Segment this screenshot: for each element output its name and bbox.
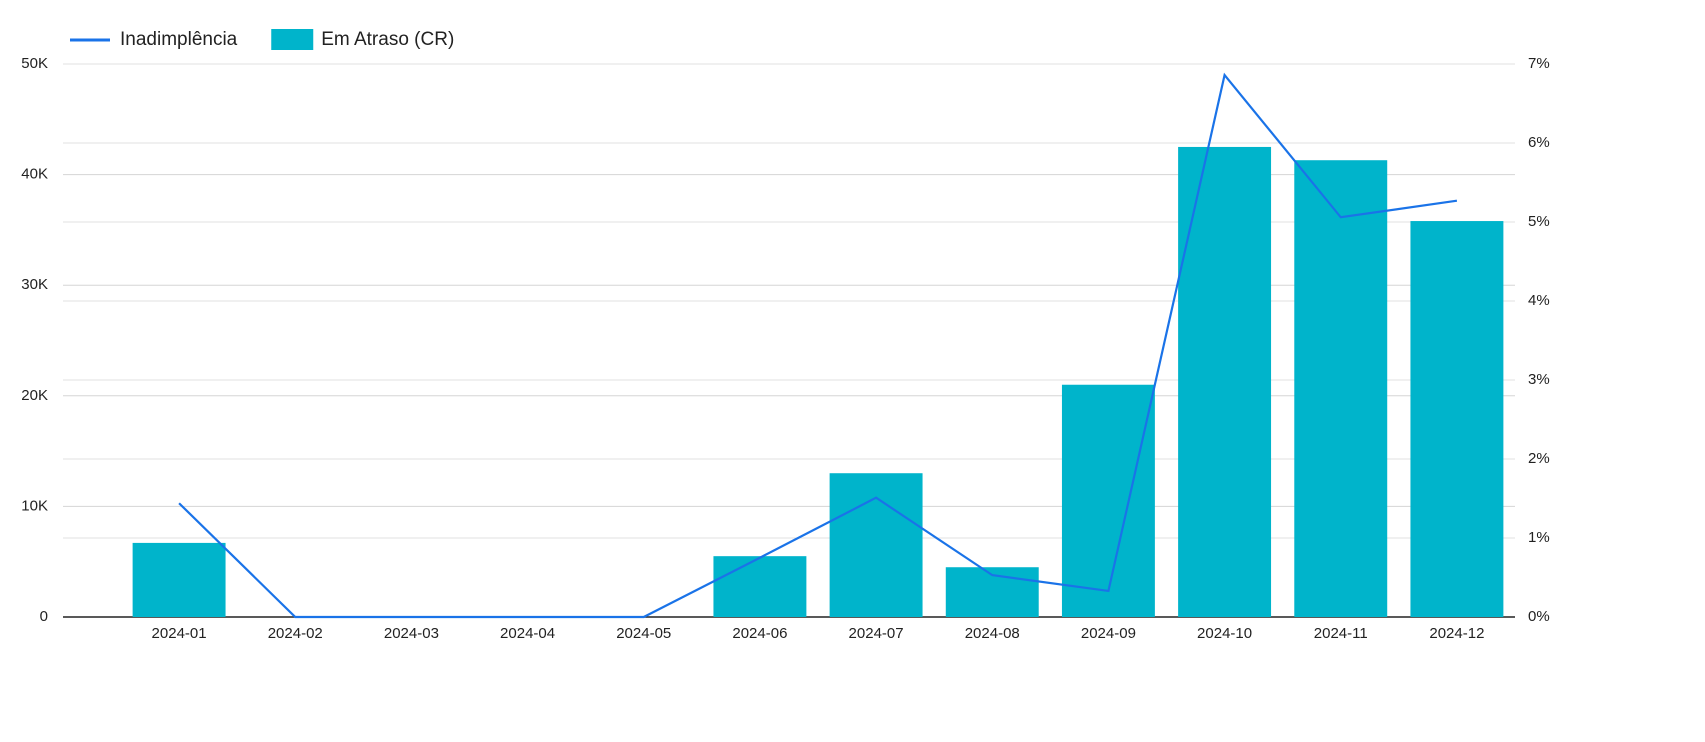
line [178,72,1458,619]
y2-tick-label: 6% [1528,134,1550,151]
bar [829,473,923,617]
y2-tick-label: 1% [1528,529,1550,546]
y2-tick-label: 0% [1528,608,1550,625]
bar [132,542,226,617]
x-tick-label: 2024-01 [152,625,207,642]
x-tick-label: 2024-11 [1314,625,1368,642]
bar [1410,221,1504,617]
y2-tick-label: 7% [1528,55,1550,72]
bar [713,556,807,617]
x-tick-label: 2024-12 [1429,625,1484,642]
y-tick-label: 50K [21,55,48,72]
x-tick-label: 2024-04 [500,625,555,642]
legend-label: Em Atraso (CR) [321,29,454,50]
legend-label: Inadimplência [120,29,238,50]
bar [1178,146,1272,617]
x-tick-label: 2024-03 [384,625,439,642]
y-tick-label: 30K [21,276,48,293]
y-tick-label: 20K [21,387,48,404]
bar [1061,384,1155,617]
x-tick-label: 2024-09 [1081,625,1136,642]
x-tick-label: 2024-08 [965,625,1020,642]
y2-tick-label: 2% [1528,450,1550,467]
bar [1294,160,1388,618]
x-tick-label: 2024-05 [616,625,671,642]
y2-tick-label: 3% [1528,371,1550,388]
x-tick-label: 2024-10 [1197,625,1252,642]
y-tick-label: 10K [21,497,48,514]
y2-tick-label: 5% [1528,213,1550,230]
x-tick-label: 2024-07 [849,625,904,642]
x-tick-label: 2024-02 [268,625,323,642]
x-tick-label: 2024-06 [732,625,787,642]
legend-swatch [271,29,314,50]
y-tick-label: 40K [21,166,48,183]
y-tick-label: 0 [40,608,48,625]
y2-tick-label: 4% [1528,292,1550,309]
